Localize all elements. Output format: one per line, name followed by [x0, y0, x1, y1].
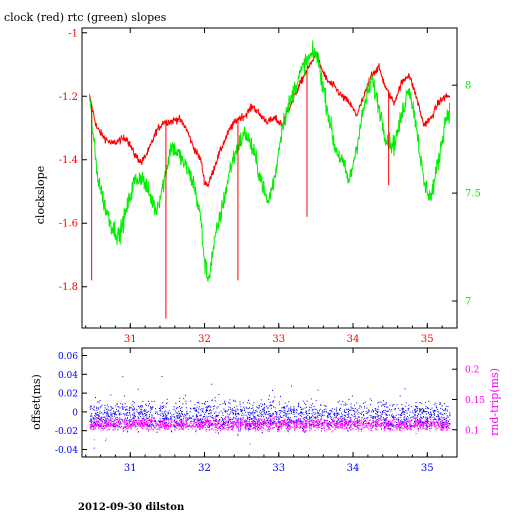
- chart-title: clock (red) rtc (green) slopes: [4, 11, 167, 24]
- x-tick-label: 31: [124, 463, 137, 474]
- x-tick-label: 32: [198, 463, 211, 474]
- y2-tick-label: 7.5: [465, 189, 481, 200]
- plot-frame: [81, 27, 458, 329]
- x-tick-label: 33: [272, 463, 285, 474]
- bottom-ylabel: offset(ms): [30, 374, 43, 430]
- x-tick-label: 35: [421, 463, 434, 474]
- y-tick-label: -1.4: [59, 155, 78, 166]
- y2-tick-label: 0.15: [465, 396, 485, 406]
- y-tick-label: 0.06: [58, 352, 78, 362]
- y2-tick-label: 0.2: [465, 366, 479, 376]
- x-tick-label: 35: [421, 334, 434, 345]
- y-tick-label: -1: [68, 28, 78, 39]
- y-tick-label: -1.6: [59, 219, 78, 230]
- x-tick-label: 31: [124, 334, 137, 345]
- y-tick-label: -0.02: [55, 427, 78, 437]
- y-tick-label: -0.04: [55, 446, 78, 456]
- y-tick-label: 0.02: [58, 390, 78, 400]
- top-ylabel: clockslope: [34, 166, 47, 224]
- bottom-y2label: rnd-trip(ms): [488, 368, 501, 436]
- y-tick-label: -1.8: [59, 282, 78, 293]
- x-tick-label: 34: [347, 463, 360, 474]
- scatter-points-rnd-trip: [89, 403, 451, 445]
- y2-tick-label: 8: [465, 81, 471, 92]
- series-line-rtc: [88, 40, 451, 282]
- x-tick-label: 34: [347, 334, 360, 345]
- footer-date-label: 2012-09-30 dilston: [78, 502, 185, 512]
- clock-rtc-slopes-plot: 31 32 33 34 35 -1 -1.2 -1.4 -1.6 -1.8 8 7.5 7: [59, 27, 481, 345]
- y-tick-label: 0.04: [58, 371, 78, 381]
- series-line-clock: [88, 51, 451, 188]
- x-tick-label: 32: [198, 334, 211, 345]
- plot-frame: [81, 347, 458, 458]
- x-tick-label: 33: [272, 334, 285, 345]
- y2-tick-label: 0.1: [465, 426, 479, 436]
- y2-tick-label: 7: [465, 297, 471, 308]
- offset-roundtrip-plot: 31 32 33 34 35 0.06 0.04 0.02 0 -0.02 -0.04 0.2 0.15…: [55, 347, 485, 474]
- scatter-points-offset: [89, 376, 451, 449]
- y-tick-label: -1.2: [59, 92, 78, 103]
- y-tick-label: 0: [72, 408, 78, 418]
